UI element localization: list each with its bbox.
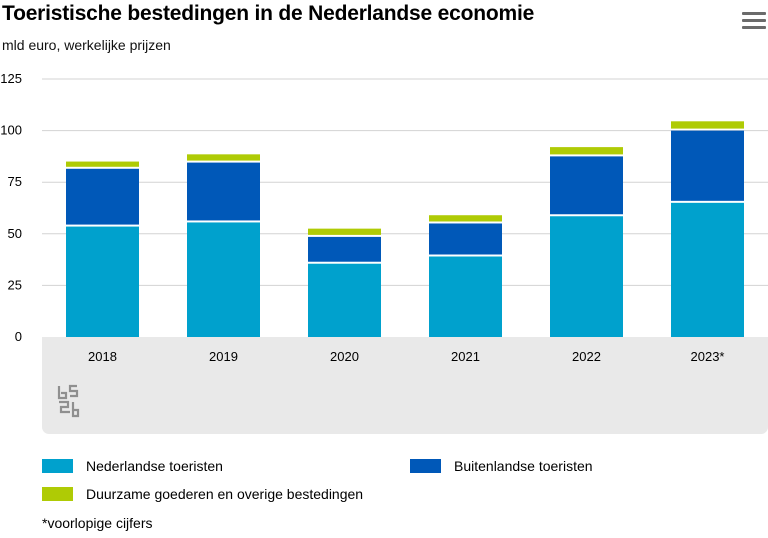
bars: [66, 121, 744, 337]
legend-item-nederlandse[interactable]: Nederlandse toeristen: [42, 458, 223, 474]
footnote: *voorlopige cijfers: [42, 515, 153, 531]
legend-swatch: [42, 487, 73, 501]
bar-duurzame-goederen-2023[interactable]: [671, 121, 744, 129]
x-tick-label: 2021: [451, 349, 480, 364]
bar-duurzame-goederen-2019[interactable]: [187, 154, 260, 161]
x-tick-label: 2022: [572, 349, 601, 364]
bar-buitenlandse-toeristen-2020[interactable]: [308, 236, 381, 262]
bar-nederlandse-toeristen-2018[interactable]: [66, 226, 139, 337]
bar-duurzame-goederen-2021[interactable]: [429, 215, 502, 222]
x-axis-ticks: 2018 2019 2020 2021 2022 2023*: [88, 349, 724, 364]
chart-subtitle: mld euro, werkelijke prijzen: [2, 37, 171, 53]
legend-item-duurzame[interactable]: Duurzame goederen en overige bestedingen: [42, 486, 363, 502]
y-tick-label: 25: [8, 277, 22, 292]
stacked-bar-chart: 0 25 50 75 100 125 2018 2019 2020 2021 2022 2023*: [0, 71, 768, 434]
gridlines: [42, 78, 768, 286]
hamburger-menu-icon[interactable]: [742, 12, 766, 32]
bar-buitenlandse-toeristen-2018[interactable]: [66, 168, 139, 225]
legend-item-buitenlandse[interactable]: Buitenlandse toeristen: [410, 458, 593, 474]
x-tick-label: 2023*: [691, 349, 725, 364]
chart-title: Toeristische bestedingen in de Nederland…: [2, 2, 535, 25]
bar-nederlandse-toeristen-2019[interactable]: [187, 222, 260, 337]
bar-duurzame-goederen-2018[interactable]: [66, 161, 139, 167]
legend-label: Buitenlandse toeristen: [454, 458, 593, 474]
legend-swatch: [42, 459, 73, 473]
x-tick-label: 2020: [330, 349, 359, 364]
bar-nederlandse-toeristen-2021[interactable]: [429, 256, 502, 337]
y-tick-label: 75: [8, 174, 22, 189]
y-tick-label: 0: [15, 329, 22, 344]
y-tick-label: 50: [8, 226, 22, 241]
bar-duurzame-goederen-2020[interactable]: [308, 228, 381, 235]
x-tick-label: 2019: [209, 349, 238, 364]
bar-nederlandse-toeristen-2020[interactable]: [308, 263, 381, 337]
plot-area-bottom-panel-top: [42, 337, 768, 347]
bar-duurzame-goederen-2022[interactable]: [550, 147, 623, 155]
legend-label: Nederlandse toeristen: [86, 458, 223, 474]
menu-line: [742, 19, 766, 22]
menu-line: [742, 12, 766, 15]
y-axis-ticks: 0 25 50 75 100 125: [0, 71, 22, 344]
bar-buitenlandse-toeristen-2021[interactable]: [429, 223, 502, 255]
y-tick-label: 125: [0, 71, 22, 86]
menu-line: [742, 26, 766, 29]
bar-buitenlandse-toeristen-2022[interactable]: [550, 156, 623, 215]
legend-label: Duurzame goederen en overige bestedingen: [86, 486, 364, 502]
bar-buitenlandse-toeristen-2023[interactable]: [671, 130, 744, 201]
y-tick-label: 100: [0, 123, 22, 138]
plot-area-bottom-panel: [42, 337, 768, 434]
bar-nederlandse-toeristen-2022[interactable]: [550, 216, 623, 337]
bar-nederlandse-toeristen-2023[interactable]: [671, 202, 744, 337]
legend: Nederlandse toeristen Buitenlandse toeri…: [42, 458, 762, 518]
cbs-logo-icon: [57, 384, 80, 418]
bar-buitenlandse-toeristen-2019[interactable]: [187, 162, 260, 221]
legend-swatch: [410, 459, 441, 473]
x-tick-label: 2018: [88, 349, 117, 364]
